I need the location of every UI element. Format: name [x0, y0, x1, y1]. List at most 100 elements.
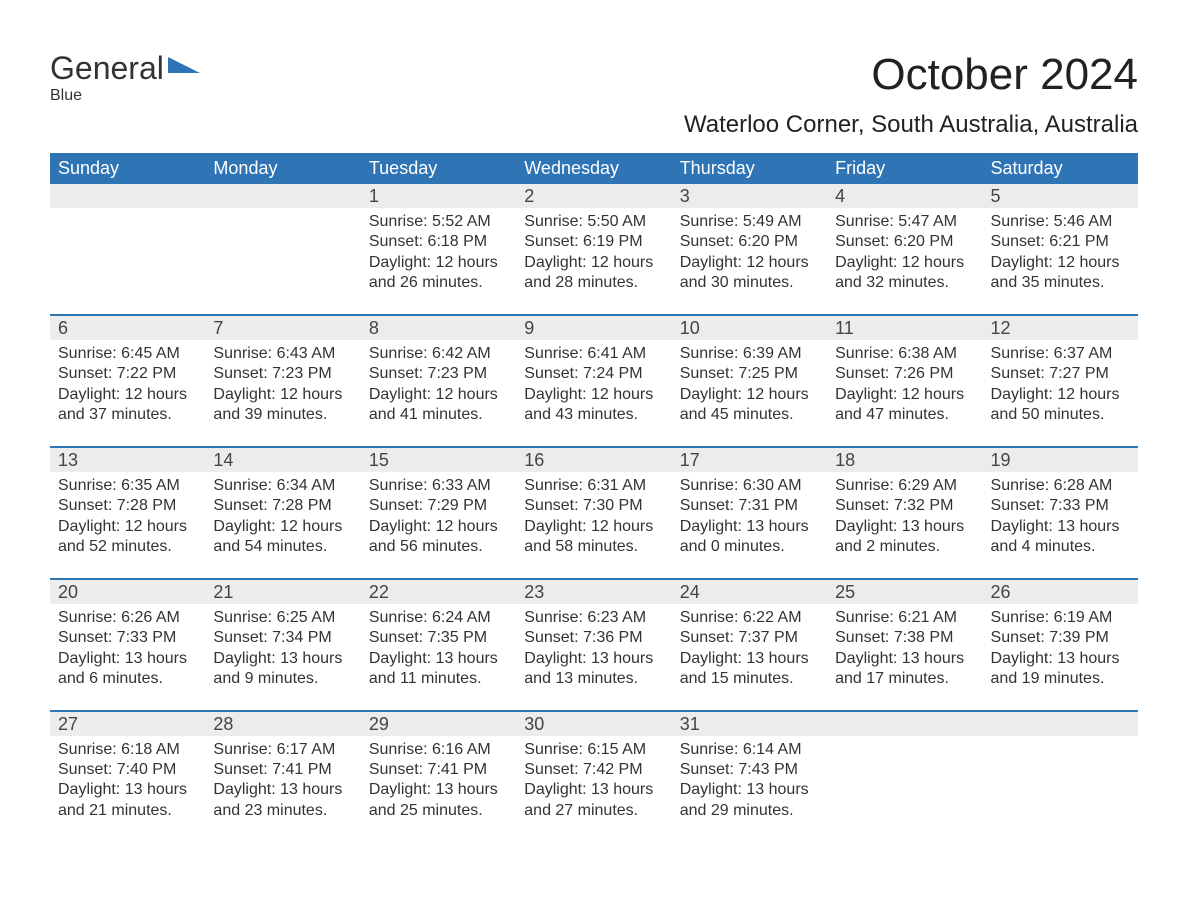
day-line-dl2: and 19 minutes. — [991, 669, 1130, 689]
day-line-dl2: and 26 minutes. — [369, 273, 508, 293]
day-cell: 26Sunrise: 6:19 AMSunset: 7:39 PMDayligh… — [983, 580, 1138, 710]
day-number: 20 — [50, 580, 205, 604]
day-line-sunrise: Sunrise: 5:50 AM — [524, 212, 663, 232]
day-cell: 25Sunrise: 6:21 AMSunset: 7:38 PMDayligh… — [827, 580, 982, 710]
day-line-dl1: Daylight: 12 hours — [991, 253, 1130, 273]
day-line-sunrise: Sunrise: 6:26 AM — [58, 608, 197, 628]
day-cell: 30Sunrise: 6:15 AMSunset: 7:42 PMDayligh… — [516, 712, 671, 842]
day-line-dl1: Daylight: 12 hours — [213, 385, 352, 405]
day-body — [983, 736, 1138, 740]
day-line-sunset: Sunset: 6:20 PM — [680, 232, 819, 252]
day-cell: 13Sunrise: 6:35 AMSunset: 7:28 PMDayligh… — [50, 448, 205, 578]
day-body — [827, 736, 982, 740]
day-cell: 4Sunrise: 5:47 AMSunset: 6:20 PMDaylight… — [827, 184, 982, 314]
week-row: 13Sunrise: 6:35 AMSunset: 7:28 PMDayligh… — [50, 446, 1138, 578]
day-cell: 31Sunrise: 6:14 AMSunset: 7:43 PMDayligh… — [672, 712, 827, 842]
day-line-sunset: Sunset: 7:37 PM — [680, 628, 819, 648]
day-line-sunrise: Sunrise: 6:21 AM — [835, 608, 974, 628]
day-body: Sunrise: 6:26 AMSunset: 7:33 PMDaylight:… — [50, 604, 205, 690]
dow-cell: Thursday — [672, 153, 827, 184]
day-cell: 1Sunrise: 5:52 AMSunset: 6:18 PMDaylight… — [361, 184, 516, 314]
day-number: 1 — [361, 184, 516, 208]
day-body: Sunrise: 6:41 AMSunset: 7:24 PMDaylight:… — [516, 340, 671, 426]
day-line-sunrise: Sunrise: 6:34 AM — [213, 476, 352, 496]
day-line-sunset: Sunset: 7:38 PM — [835, 628, 974, 648]
day-number — [50, 184, 205, 208]
day-line-sunset: Sunset: 7:29 PM — [369, 496, 508, 516]
day-cell: 2Sunrise: 5:50 AMSunset: 6:19 PMDaylight… — [516, 184, 671, 314]
day-number — [205, 184, 360, 208]
day-line-dl1: Daylight: 13 hours — [991, 649, 1130, 669]
day-line-dl2: and 15 minutes. — [680, 669, 819, 689]
calendar: Sunday Monday Tuesday Wednesday Thursday… — [50, 153, 1138, 841]
day-body: Sunrise: 6:34 AMSunset: 7:28 PMDaylight:… — [205, 472, 360, 558]
day-line-sunrise: Sunrise: 6:42 AM — [369, 344, 508, 364]
day-body — [50, 208, 205, 212]
day-body: Sunrise: 6:42 AMSunset: 7:23 PMDaylight:… — [361, 340, 516, 426]
day-number: 10 — [672, 316, 827, 340]
day-number: 2 — [516, 184, 671, 208]
day-cell: 27Sunrise: 6:18 AMSunset: 7:40 PMDayligh… — [50, 712, 205, 842]
day-cell: 24Sunrise: 6:22 AMSunset: 7:37 PMDayligh… — [672, 580, 827, 710]
day-line-sunset: Sunset: 7:39 PM — [991, 628, 1130, 648]
day-cell — [983, 712, 1138, 842]
day-cell: 9Sunrise: 6:41 AMSunset: 7:24 PMDaylight… — [516, 316, 671, 446]
day-number: 14 — [205, 448, 360, 472]
day-body: Sunrise: 6:45 AMSunset: 7:22 PMDaylight:… — [50, 340, 205, 426]
day-of-week-header: Sunday Monday Tuesday Wednesday Thursday… — [50, 153, 1138, 184]
day-line-sunrise: Sunrise: 6:17 AM — [213, 740, 352, 760]
day-line-sunset: Sunset: 7:41 PM — [213, 760, 352, 780]
day-number: 12 — [983, 316, 1138, 340]
day-line-sunrise: Sunrise: 6:35 AM — [58, 476, 197, 496]
day-line-dl2: and 4 minutes. — [991, 537, 1130, 557]
day-line-dl2: and 13 minutes. — [524, 669, 663, 689]
day-line-dl2: and 54 minutes. — [213, 537, 352, 557]
day-line-sunrise: Sunrise: 5:47 AM — [835, 212, 974, 232]
day-cell — [205, 184, 360, 314]
week-row: 27Sunrise: 6:18 AMSunset: 7:40 PMDayligh… — [50, 710, 1138, 842]
day-line-sunrise: Sunrise: 6:24 AM — [369, 608, 508, 628]
day-line-sunset: Sunset: 7:23 PM — [369, 364, 508, 384]
day-line-dl1: Daylight: 13 hours — [680, 780, 819, 800]
day-number: 11 — [827, 316, 982, 340]
day-line-dl1: Daylight: 12 hours — [524, 385, 663, 405]
day-body: Sunrise: 6:23 AMSunset: 7:36 PMDaylight:… — [516, 604, 671, 690]
day-number: 25 — [827, 580, 982, 604]
day-line-sunrise: Sunrise: 6:28 AM — [991, 476, 1130, 496]
day-body: Sunrise: 6:16 AMSunset: 7:41 PMDaylight:… — [361, 736, 516, 822]
day-line-dl2: and 2 minutes. — [835, 537, 974, 557]
day-number: 6 — [50, 316, 205, 340]
day-number: 18 — [827, 448, 982, 472]
day-cell: 16Sunrise: 6:31 AMSunset: 7:30 PMDayligh… — [516, 448, 671, 578]
day-body: Sunrise: 6:22 AMSunset: 7:37 PMDaylight:… — [672, 604, 827, 690]
day-line-sunrise: Sunrise: 6:38 AM — [835, 344, 974, 364]
day-line-sunrise: Sunrise: 6:45 AM — [58, 344, 197, 364]
day-line-sunrise: Sunrise: 6:33 AM — [369, 476, 508, 496]
week-row: 20Sunrise: 6:26 AMSunset: 7:33 PMDayligh… — [50, 578, 1138, 710]
day-line-sunset: Sunset: 7:41 PM — [369, 760, 508, 780]
day-body: Sunrise: 6:18 AMSunset: 7:40 PMDaylight:… — [50, 736, 205, 822]
day-number — [983, 712, 1138, 736]
day-cell: 19Sunrise: 6:28 AMSunset: 7:33 PMDayligh… — [983, 448, 1138, 578]
day-body: Sunrise: 6:43 AMSunset: 7:23 PMDaylight:… — [205, 340, 360, 426]
day-line-dl2: and 6 minutes. — [58, 669, 197, 689]
day-cell: 28Sunrise: 6:17 AMSunset: 7:41 PMDayligh… — [205, 712, 360, 842]
day-cell: 7Sunrise: 6:43 AMSunset: 7:23 PMDaylight… — [205, 316, 360, 446]
day-line-dl1: Daylight: 12 hours — [369, 253, 508, 273]
day-number: 17 — [672, 448, 827, 472]
day-line-dl1: Daylight: 13 hours — [58, 649, 197, 669]
day-line-sunset: Sunset: 7:31 PM — [680, 496, 819, 516]
day-cell — [50, 184, 205, 314]
day-line-sunrise: Sunrise: 5:52 AM — [369, 212, 508, 232]
day-line-dl1: Daylight: 12 hours — [213, 517, 352, 537]
day-line-sunrise: Sunrise: 6:30 AM — [680, 476, 819, 496]
day-line-sunset: Sunset: 7:24 PM — [524, 364, 663, 384]
day-line-sunrise: Sunrise: 6:22 AM — [680, 608, 819, 628]
day-line-dl2: and 52 minutes. — [58, 537, 197, 557]
day-line-sunrise: Sunrise: 6:37 AM — [991, 344, 1130, 364]
day-line-sunrise: Sunrise: 6:43 AM — [213, 344, 352, 364]
day-line-dl2: and 27 minutes. — [524, 801, 663, 821]
day-line-dl2: and 30 minutes. — [680, 273, 819, 293]
day-line-dl1: Daylight: 12 hours — [680, 253, 819, 273]
day-number: 4 — [827, 184, 982, 208]
